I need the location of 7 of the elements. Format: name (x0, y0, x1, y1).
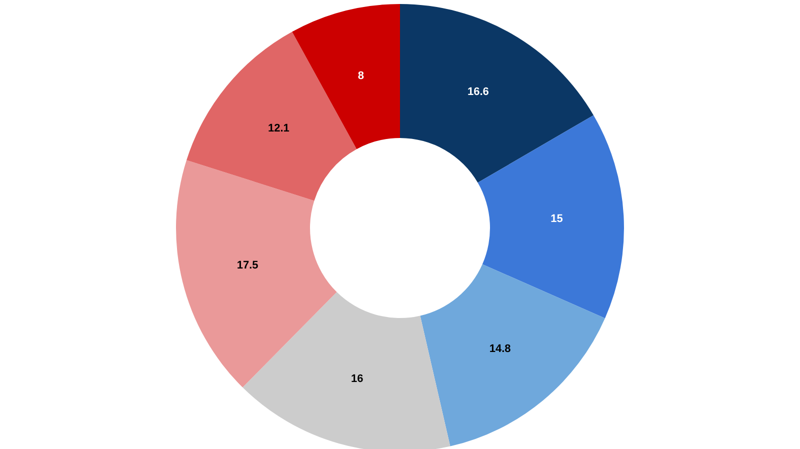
data-label: 17.5 (236, 260, 258, 272)
data-label: 16.6 (468, 86, 489, 98)
data-label: 12.1 (268, 122, 290, 134)
data-label: 14.8 (489, 342, 511, 355)
data-label: 16 (351, 373, 364, 386)
data-label: 15 (550, 213, 563, 226)
data-label: 8 (358, 70, 364, 82)
